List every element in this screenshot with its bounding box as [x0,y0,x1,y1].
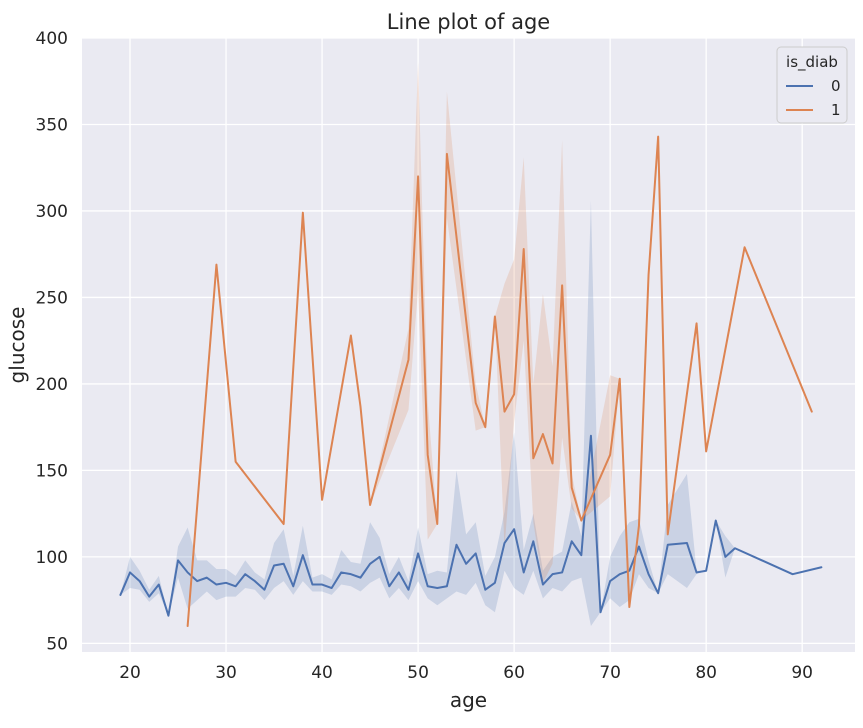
line-series-0 [119,434,823,617]
x-tick-label: 80 [695,663,717,683]
chart-title: Line plot of age [387,10,550,34]
y-tick-label: 150 [36,461,68,481]
legend-title: is_diab [786,53,838,72]
x-axis-label: age [450,688,487,712]
y-tick-label: 100 [36,548,68,568]
x-tick-label: 50 [407,663,429,683]
x-tick-label: 20 [119,663,141,683]
legend-label-1: 1 [831,101,841,119]
y-tick-label: 50 [46,634,68,654]
y-axis-label: glucose [5,307,29,384]
series-lines [119,135,823,628]
y-tick-label: 250 [36,288,68,308]
legend: is_diab 01 [776,46,848,124]
x-tick-label: 70 [599,663,621,683]
grid-lines [82,37,855,652]
y-tick-label: 300 [36,202,68,222]
x-tick-label: 30 [215,663,237,683]
x-tick-label: 90 [791,663,813,683]
tick-labels: 20 30 40 50 60 70 80 90 50 100 150 200 250 300 350 400 [36,29,813,683]
y-tick-label: 350 [36,115,68,135]
y-tick-label: 200 [36,375,68,395]
line-series-1 [186,135,813,628]
ci-band-series-1 [187,62,812,627]
x-tick-label: 60 [503,663,525,683]
y-tick-label: 400 [36,29,68,49]
legend-label-0: 0 [831,77,841,95]
legend-items: 01 [786,77,841,119]
x-tick-label: 40 [311,663,333,683]
